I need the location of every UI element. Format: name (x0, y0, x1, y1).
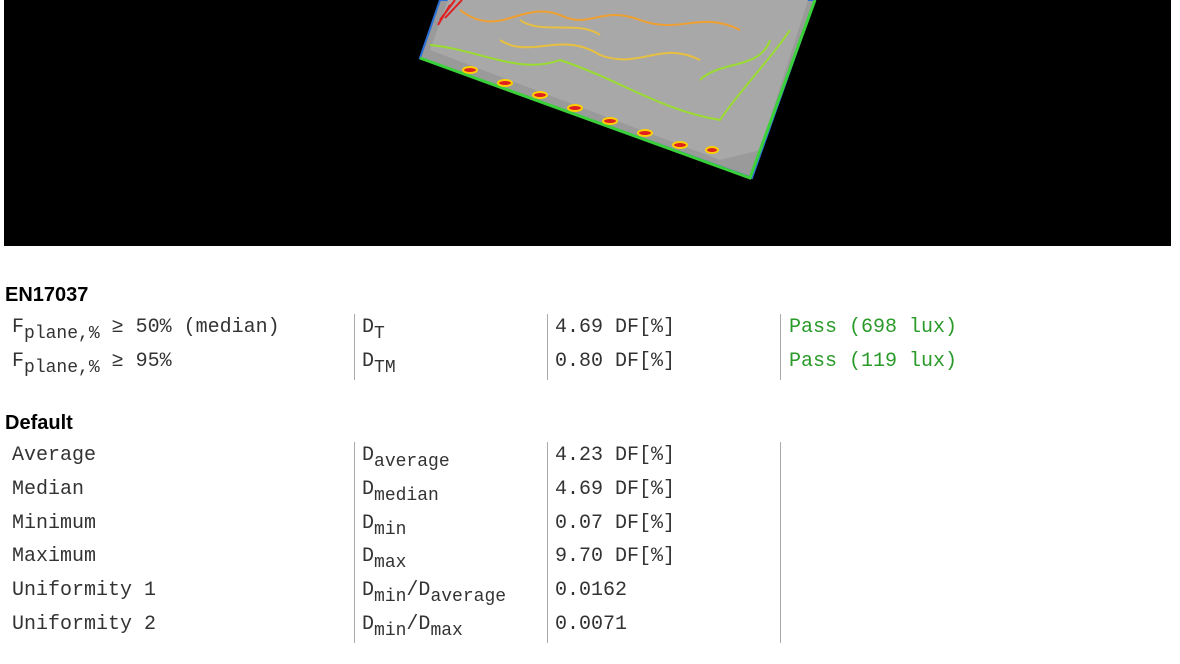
row-result: Pass (698 lux) (789, 316, 958, 339)
text-part: D (362, 478, 375, 501)
row-symbol: Dmin (362, 512, 406, 539)
text-part: D (362, 444, 375, 467)
subscript: min (374, 587, 407, 607)
text-part: D (362, 545, 375, 568)
subscript: plane,% (24, 358, 100, 378)
text-part: /D (406, 579, 431, 602)
row-symbol: DTM (362, 350, 396, 377)
text-part: F (12, 350, 25, 373)
subscript: average (430, 587, 507, 607)
text-part: D (362, 579, 375, 602)
row-value: 4.69 DF[%] (555, 478, 676, 501)
row-value: 0.07 DF[%] (555, 512, 676, 535)
text-part: Uniformity 2 (12, 613, 157, 636)
row-label: Minimum (12, 512, 96, 536)
column-divider (547, 314, 548, 380)
column-divider (354, 314, 355, 380)
text-part: Median (12, 478, 85, 501)
subscript: min (374, 621, 407, 641)
row-label: Uniformity 1 (12, 579, 156, 603)
row-symbol: Dmin/Dmax (362, 613, 463, 640)
row-value: 0.0162 (555, 579, 628, 602)
column-divider (547, 442, 548, 643)
row-symbol: DT (362, 316, 385, 343)
row-label: Average (12, 444, 96, 468)
row-label: Median (12, 478, 84, 502)
text-part: ≥ 50% (median) (99, 316, 280, 339)
subscript: median (374, 486, 439, 506)
text-part: Minimum (12, 512, 97, 535)
section-title: EN17037 (5, 284, 89, 306)
plan-image (4, 0, 1171, 246)
text-part: D (362, 512, 375, 535)
section-title: Default (5, 412, 73, 434)
row-symbol: Dmax (362, 545, 406, 572)
row-symbol: Dmedian (362, 478, 439, 505)
text-part: Maximum (12, 545, 97, 568)
text-part: ≥ 95% (99, 350, 172, 373)
row-value: 4.23 DF[%] (555, 444, 676, 467)
row-label: Uniformity 2 (12, 613, 156, 637)
subscript: min (374, 520, 407, 540)
subscript: max (374, 553, 407, 573)
column-divider (354, 442, 355, 643)
row-symbol: Dmin/Daverage (362, 579, 506, 606)
column-divider (780, 314, 781, 380)
row-value: 4.69 DF[%] (555, 316, 676, 339)
row-label: Fplane,% ≥ 50% (median) (12, 316, 280, 343)
row-label: Fplane,% ≥ 95% (12, 350, 172, 377)
subscript: plane,% (24, 324, 100, 344)
row-symbol: Daverage (362, 444, 450, 471)
row-result: Pass (119 lux) (789, 350, 958, 373)
text-part: D (362, 350, 375, 373)
subscript: average (374, 452, 450, 472)
column-divider (780, 442, 781, 643)
subscript: TM (374, 358, 396, 378)
text-part: D (362, 613, 375, 636)
text-part: /D (406, 613, 431, 636)
row-label: Maximum (12, 545, 96, 569)
row-value: 0.0071 (555, 613, 628, 636)
text-part: F (12, 316, 25, 339)
text-part: Average (12, 444, 97, 467)
subscript: max (430, 621, 463, 641)
text-part: Uniformity 1 (12, 579, 157, 602)
row-value: 0.80 DF[%] (555, 350, 676, 373)
row-value: 9.70 DF[%] (555, 545, 676, 568)
text-part: D (362, 316, 375, 339)
subscript: T (374, 324, 385, 344)
